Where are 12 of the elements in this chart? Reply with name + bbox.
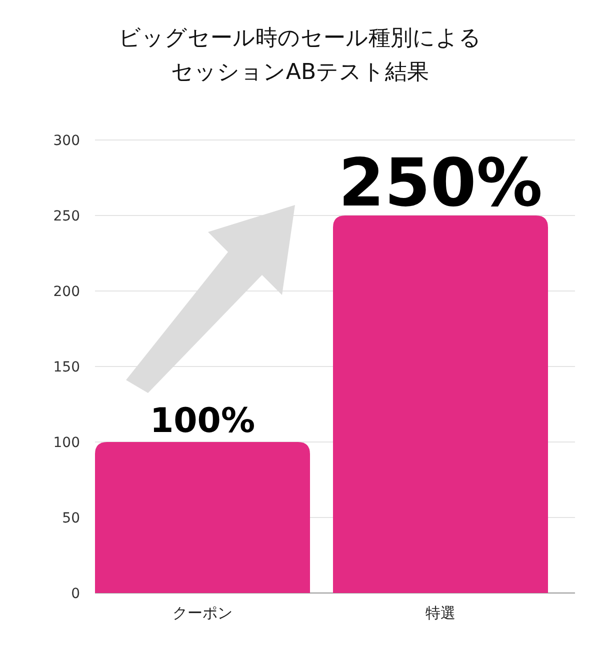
y-tick-label: 100 (53, 435, 80, 451)
chart-title: ビッグセール時のセール種別によるセッションABテスト結果 (118, 25, 482, 87)
x-tick-label: クーポン (172, 604, 232, 622)
y-tick-label: 0 (71, 586, 80, 602)
data-label: 250% (338, 144, 542, 222)
y-tick-label: 250 (53, 208, 80, 224)
x-tick-label: 特選 (426, 604, 456, 622)
y-tick-label: 200 (53, 284, 80, 300)
y-tick-label: 300 (53, 133, 80, 149)
y-tick-label: 150 (53, 360, 80, 376)
data-label: 100% (150, 401, 256, 441)
y-tick-label: 50 (62, 510, 80, 526)
